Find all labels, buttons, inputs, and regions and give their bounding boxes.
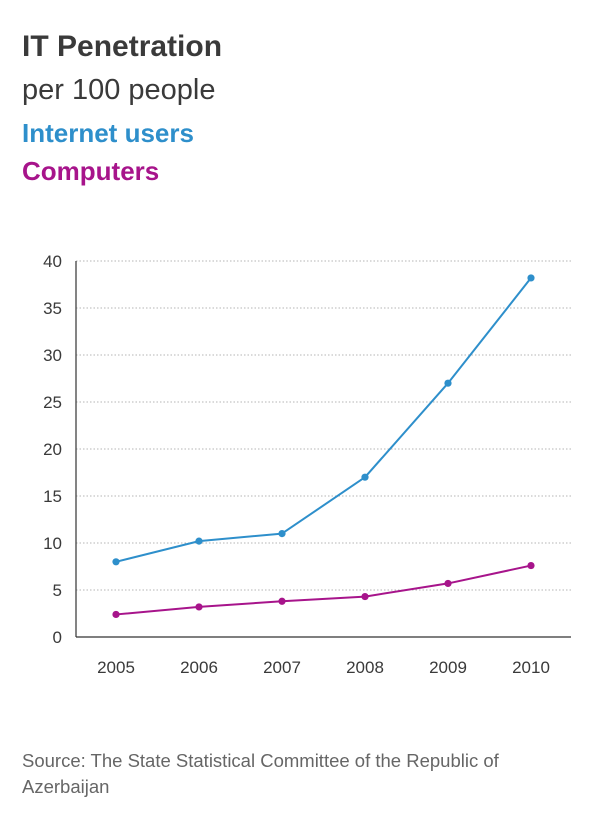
y-tick-label-10: 10 (43, 534, 62, 553)
data-point-computers-2009 (444, 579, 452, 588)
data-point-internet-users-2010 (527, 274, 535, 282)
data-point-internet-users-2009 (444, 379, 452, 387)
x-tick-label-2005: 2005 (97, 658, 135, 677)
x-tick-label-2008: 2008 (346, 658, 384, 677)
line-chart: 0 5 10 15 20 25 30 35 40 2005 2006 2007 2008 2009 2010 (43, 252, 571, 677)
y-tick-label-25: 25 (43, 393, 62, 412)
x-tick-label-2010: 2010 (512, 658, 550, 677)
data-point-computers-2010 (527, 561, 535, 570)
data-point-internet-users-2005 (112, 558, 120, 566)
x-tick-label-2007: 2007 (263, 658, 301, 677)
y-tick-label-40: 40 (43, 252, 62, 271)
y-tick-label-15: 15 (43, 487, 62, 506)
data-point-computers-2007 (278, 597, 286, 605)
data-point-computers-2008 (361, 592, 369, 601)
y-tick-label-5: 5 (53, 581, 62, 600)
chart-subtitle: per 100 people (22, 74, 216, 106)
y-tick-label-20: 20 (43, 440, 62, 459)
x-tick-label-2006: 2006 (180, 658, 218, 677)
source-note: Source: The State Statistical Committee … (22, 750, 499, 797)
legend-internet-users: Internet users (22, 118, 194, 148)
y-tick-label-35: 35 (43, 299, 62, 318)
series-line-computers (115, 564, 532, 616)
series-line-internet-users (115, 277, 532, 563)
data-point-internet-users-2006 (195, 537, 203, 545)
y-tick-label-30: 30 (43, 346, 62, 365)
x-tick-label-2009: 2009 (429, 658, 467, 677)
data-point-computers-2005 (112, 610, 120, 619)
chart-title: IT Penetration (22, 30, 223, 63)
data-point-internet-users-2008 (361, 473, 369, 481)
data-point-internet-users-2007 (278, 530, 286, 538)
data-point-computers-2006 (195, 603, 203, 611)
legend-computers: Computers (22, 156, 160, 186)
y-tick-label-0: 0 (53, 628, 62, 647)
